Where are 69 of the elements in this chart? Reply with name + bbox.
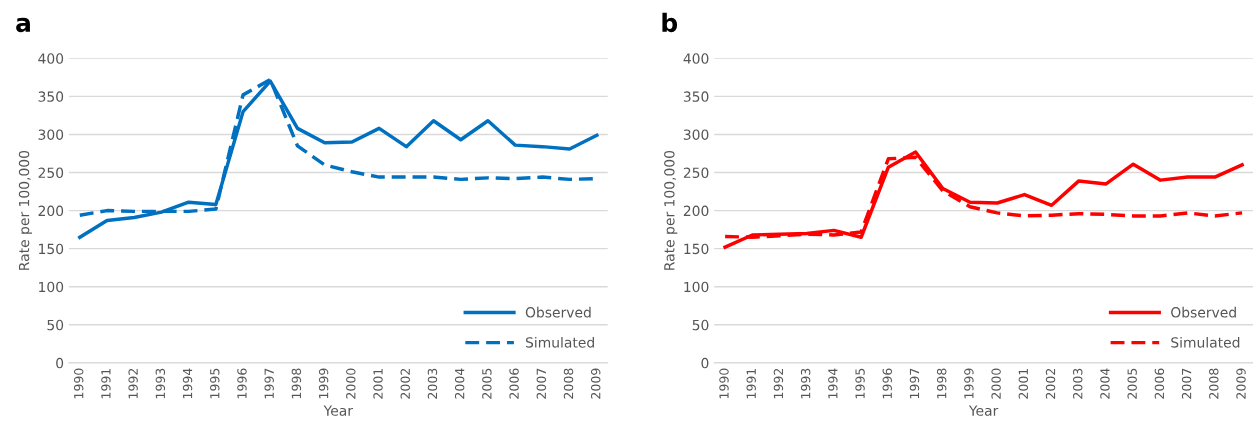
x-tick-label: 1996	[237, 368, 247, 399]
y-tick-label: 400	[38, 53, 64, 64]
y-tick-label: 400	[683, 53, 709, 64]
x-tick-label: 1997	[264, 368, 274, 399]
x-tick-label: 2002	[400, 368, 410, 399]
x-tick-label: 2003	[1073, 368, 1083, 399]
y-tick-label: 100	[684, 281, 709, 293]
legend-label: Observed	[525, 306, 591, 318]
x-tick-label: 1999	[318, 368, 329, 399]
x-tick-label: 1991	[746, 368, 756, 399]
chart-title: b	[662, 12, 678, 33]
chart-title: a	[16, 17, 30, 33]
y-tick-label: 350	[683, 91, 709, 102]
x-tick-label: 2000	[346, 368, 356, 399]
x-tick-label: 1992	[128, 368, 138, 399]
x-tick-label: 1997	[909, 368, 920, 399]
x-tick-label: 1993	[800, 368, 811, 399]
x-tick-label: 2001	[373, 368, 383, 399]
x-tick-label: 2006	[509, 368, 519, 399]
x-tick-label: 1990	[73, 368, 84, 399]
x-tick-label: 2002	[1045, 368, 1056, 399]
legend-label: Simulated	[525, 336, 594, 348]
y-tick-label: 200	[38, 205, 64, 217]
x-tick-label: 2001	[1018, 368, 1029, 399]
x-axis-title: Year	[968, 405, 999, 416]
x-tick-label: 2005	[482, 368, 492, 399]
x-tick-label: 1996	[882, 368, 892, 399]
x-tick-label: 2004	[454, 368, 465, 399]
x-tick-label: 2005	[1127, 368, 1137, 399]
x-tick-label: 1994	[828, 368, 838, 399]
y-tick-label: 50	[692, 319, 709, 331]
x-tick-label: 1995	[210, 368, 220, 399]
y-tick-label: 250	[683, 167, 709, 178]
y-axis-title: Rate per 100,000	[664, 150, 678, 270]
y-tick-label: 150	[684, 243, 709, 255]
y-tick-label: 100	[39, 281, 64, 293]
x-tick-label: 2006	[1154, 368, 1165, 399]
x-tick-label: 1998	[291, 368, 302, 399]
x-tick-label: 2009	[590, 368, 601, 399]
x-tick-label: 1992	[773, 368, 784, 399]
x-axis-title: Year	[323, 405, 354, 416]
x-tick-label: 2003	[427, 368, 438, 399]
x-tick-label: 2008	[1209, 368, 1219, 399]
y-tick-label: 150	[39, 243, 64, 255]
x-tick-label: 1994	[182, 368, 193, 399]
x-tick-label: 2009	[1236, 368, 1246, 399]
x-tick-label: 1995	[855, 368, 865, 399]
y-tick-label: 0	[56, 357, 64, 369]
x-tick-label: 1998	[936, 368, 947, 399]
y-tick-label: 0	[701, 357, 709, 369]
legend-label: Observed	[1171, 306, 1236, 318]
line-series	[723, 150, 1244, 249]
legend-label: Simulated	[1171, 336, 1240, 348]
y-tick-label: 300	[38, 129, 64, 140]
x-tick-label: 2007	[1181, 368, 1192, 399]
y-tick-label: 200	[683, 205, 709, 217]
y-tick-label: 50	[47, 319, 64, 331]
y-tick-label: 300	[683, 129, 709, 140]
y-axis-title: Rate per 100,000	[18, 150, 32, 270]
x-tick-label: 1990	[719, 368, 729, 399]
x-tick-label: 2000	[991, 368, 1001, 399]
x-tick-label: 2007	[536, 368, 547, 399]
x-tick-label: 2008	[563, 368, 574, 399]
x-tick-label: 1999	[964, 368, 974, 399]
x-tick-label: 1993	[155, 368, 166, 399]
y-tick-label: 250	[38, 167, 64, 178]
x-tick-label: 2004	[1100, 368, 1110, 399]
y-tick-label: 350	[38, 91, 64, 102]
x-tick-label: 1991	[101, 368, 111, 399]
